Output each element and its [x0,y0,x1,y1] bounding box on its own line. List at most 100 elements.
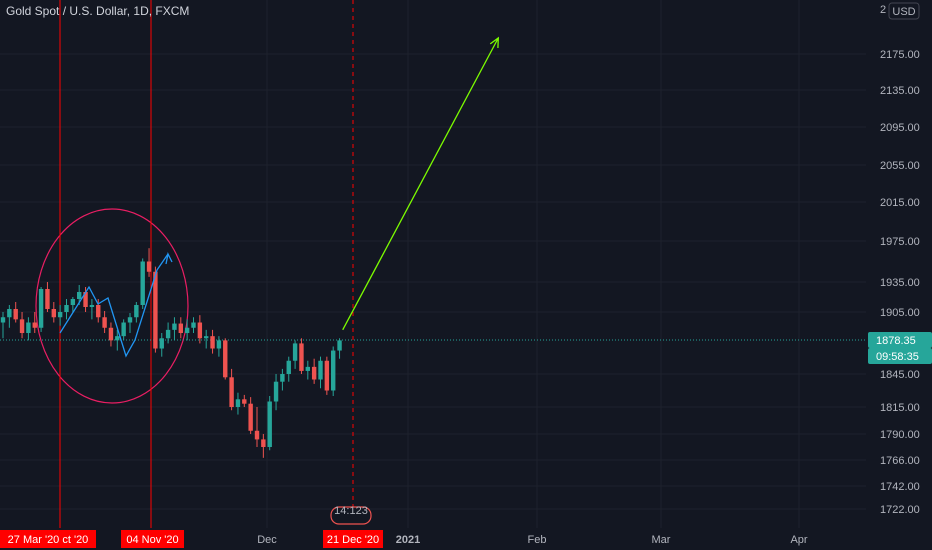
price-tick-label: 1790.00 [880,429,920,441]
candle-body [159,338,164,349]
candle-body [172,323,177,330]
candles [0,248,342,458]
grid [0,0,866,528]
candle-body [280,374,285,382]
price-tick-label: 1935.00 [880,277,920,289]
candle-body [204,336,209,339]
candle-body [210,336,215,349]
candle-body [115,336,120,341]
candle-body [165,329,171,339]
projection-arrow-line [342,37,499,331]
price-axis[interactable]: 2175.00 2135.00 2095.00 2055.00 2015.00 1975.… [868,4,932,516]
candle-body [191,322,196,328]
candle-body [127,317,133,323]
candle-body [318,360,323,380]
candle-body [248,403,253,431]
candle-body [13,309,18,320]
countdown-value: 09:58:35 [876,351,919,363]
candle-body [0,317,6,323]
zigzag-pattern [59,253,169,358]
candle-body [286,360,291,374]
price-tick-label: 2135.00 [880,85,920,97]
zigzag-arrowhead [165,252,173,265]
price-tick-label: 1722.00 [880,504,920,516]
event-badge [330,506,372,525]
candle-body [70,299,76,305]
candle-body [311,366,317,380]
candle-body [51,309,56,318]
candle-body [229,377,234,407]
candle-body [305,366,310,371]
time-tick-label: Feb [528,534,547,546]
date-tag-right [323,530,383,548]
projection-arrowhead [489,36,500,49]
candle-body [134,305,139,318]
candle-body [299,343,304,371]
price-tick-label: 1975.00 [880,236,920,248]
ellipse-annotation [35,208,189,404]
date-tag-mid [121,530,184,548]
candle-body [267,401,272,447]
current-price-tag [868,332,932,348]
candle-body [235,399,241,407]
currency-button[interactable]: USD [888,2,920,20]
candle-body [331,350,336,391]
candle-body [83,292,88,307]
time-tick-label: Apr [790,534,807,546]
candle-body [261,439,266,447]
candle-body [45,289,50,309]
price-tick-label: 2015.00 [880,197,920,209]
price-tick-label: 1815.00 [880,402,920,414]
candle-body [38,289,44,328]
candle-body [77,292,82,299]
candle-body [216,340,222,349]
candle-body [64,305,69,312]
time-tick-label: 2021 [396,534,420,546]
candle-body [102,317,107,328]
candle-body [89,305,95,307]
price-tick-label: 1905.00 [880,307,920,319]
price-tick-label: 1766.00 [880,455,920,467]
chart-title: Gold Spot / U.S. Dollar, 1D, FXCM [6,4,189,18]
price-tick-label-top: 2 [880,4,886,16]
candle-body [26,322,31,334]
candle-body [146,261,152,272]
candle-body [121,322,126,337]
time-axis[interactable]: Dec 2021 Feb Mar Apr 27 Mar '20 ct '20 04 Nov … [0,530,808,548]
current-price-value: 1878.35 [876,335,916,347]
countdown-tag [868,348,932,364]
event-badge-label: 14:123 [334,505,368,517]
price-tick-label: 2095.00 [880,122,920,134]
candle-body [184,327,190,334]
price-tick-label: 1742.00 [880,481,920,493]
price-tick-label: 2175.00 [880,49,920,61]
candle-body [19,319,25,334]
candle-body [153,271,158,349]
candle-body [7,309,12,318]
candle-body [242,399,247,404]
candle-body [324,360,330,391]
date-tag-left-label: 27 Mar '20 ct '20 [8,534,89,546]
candle-body [178,323,183,334]
candle-body [292,343,298,361]
candle-body [57,312,63,318]
candle-body [254,430,260,440]
date-tag-right-label: 21 Dec '20 [327,534,379,546]
price-tick-label: 2055.00 [880,160,920,172]
currency-label: USD [892,6,915,18]
candle-body [140,261,145,305]
candle-body [197,322,203,339]
time-tick-label: Mar [652,534,671,546]
candle-body [337,340,342,351]
price-tick-label: 1845.00 [880,369,920,381]
date-tag-mid-label: 04 Nov '20 [126,534,178,546]
candle-body [96,305,101,318]
candle-body [32,322,37,328]
time-tick-label: Dec [257,534,277,546]
drawings: 14:123 [59,36,500,525]
date-tag-left [0,530,96,548]
candle-body [108,327,114,341]
candle-body [273,381,279,402]
